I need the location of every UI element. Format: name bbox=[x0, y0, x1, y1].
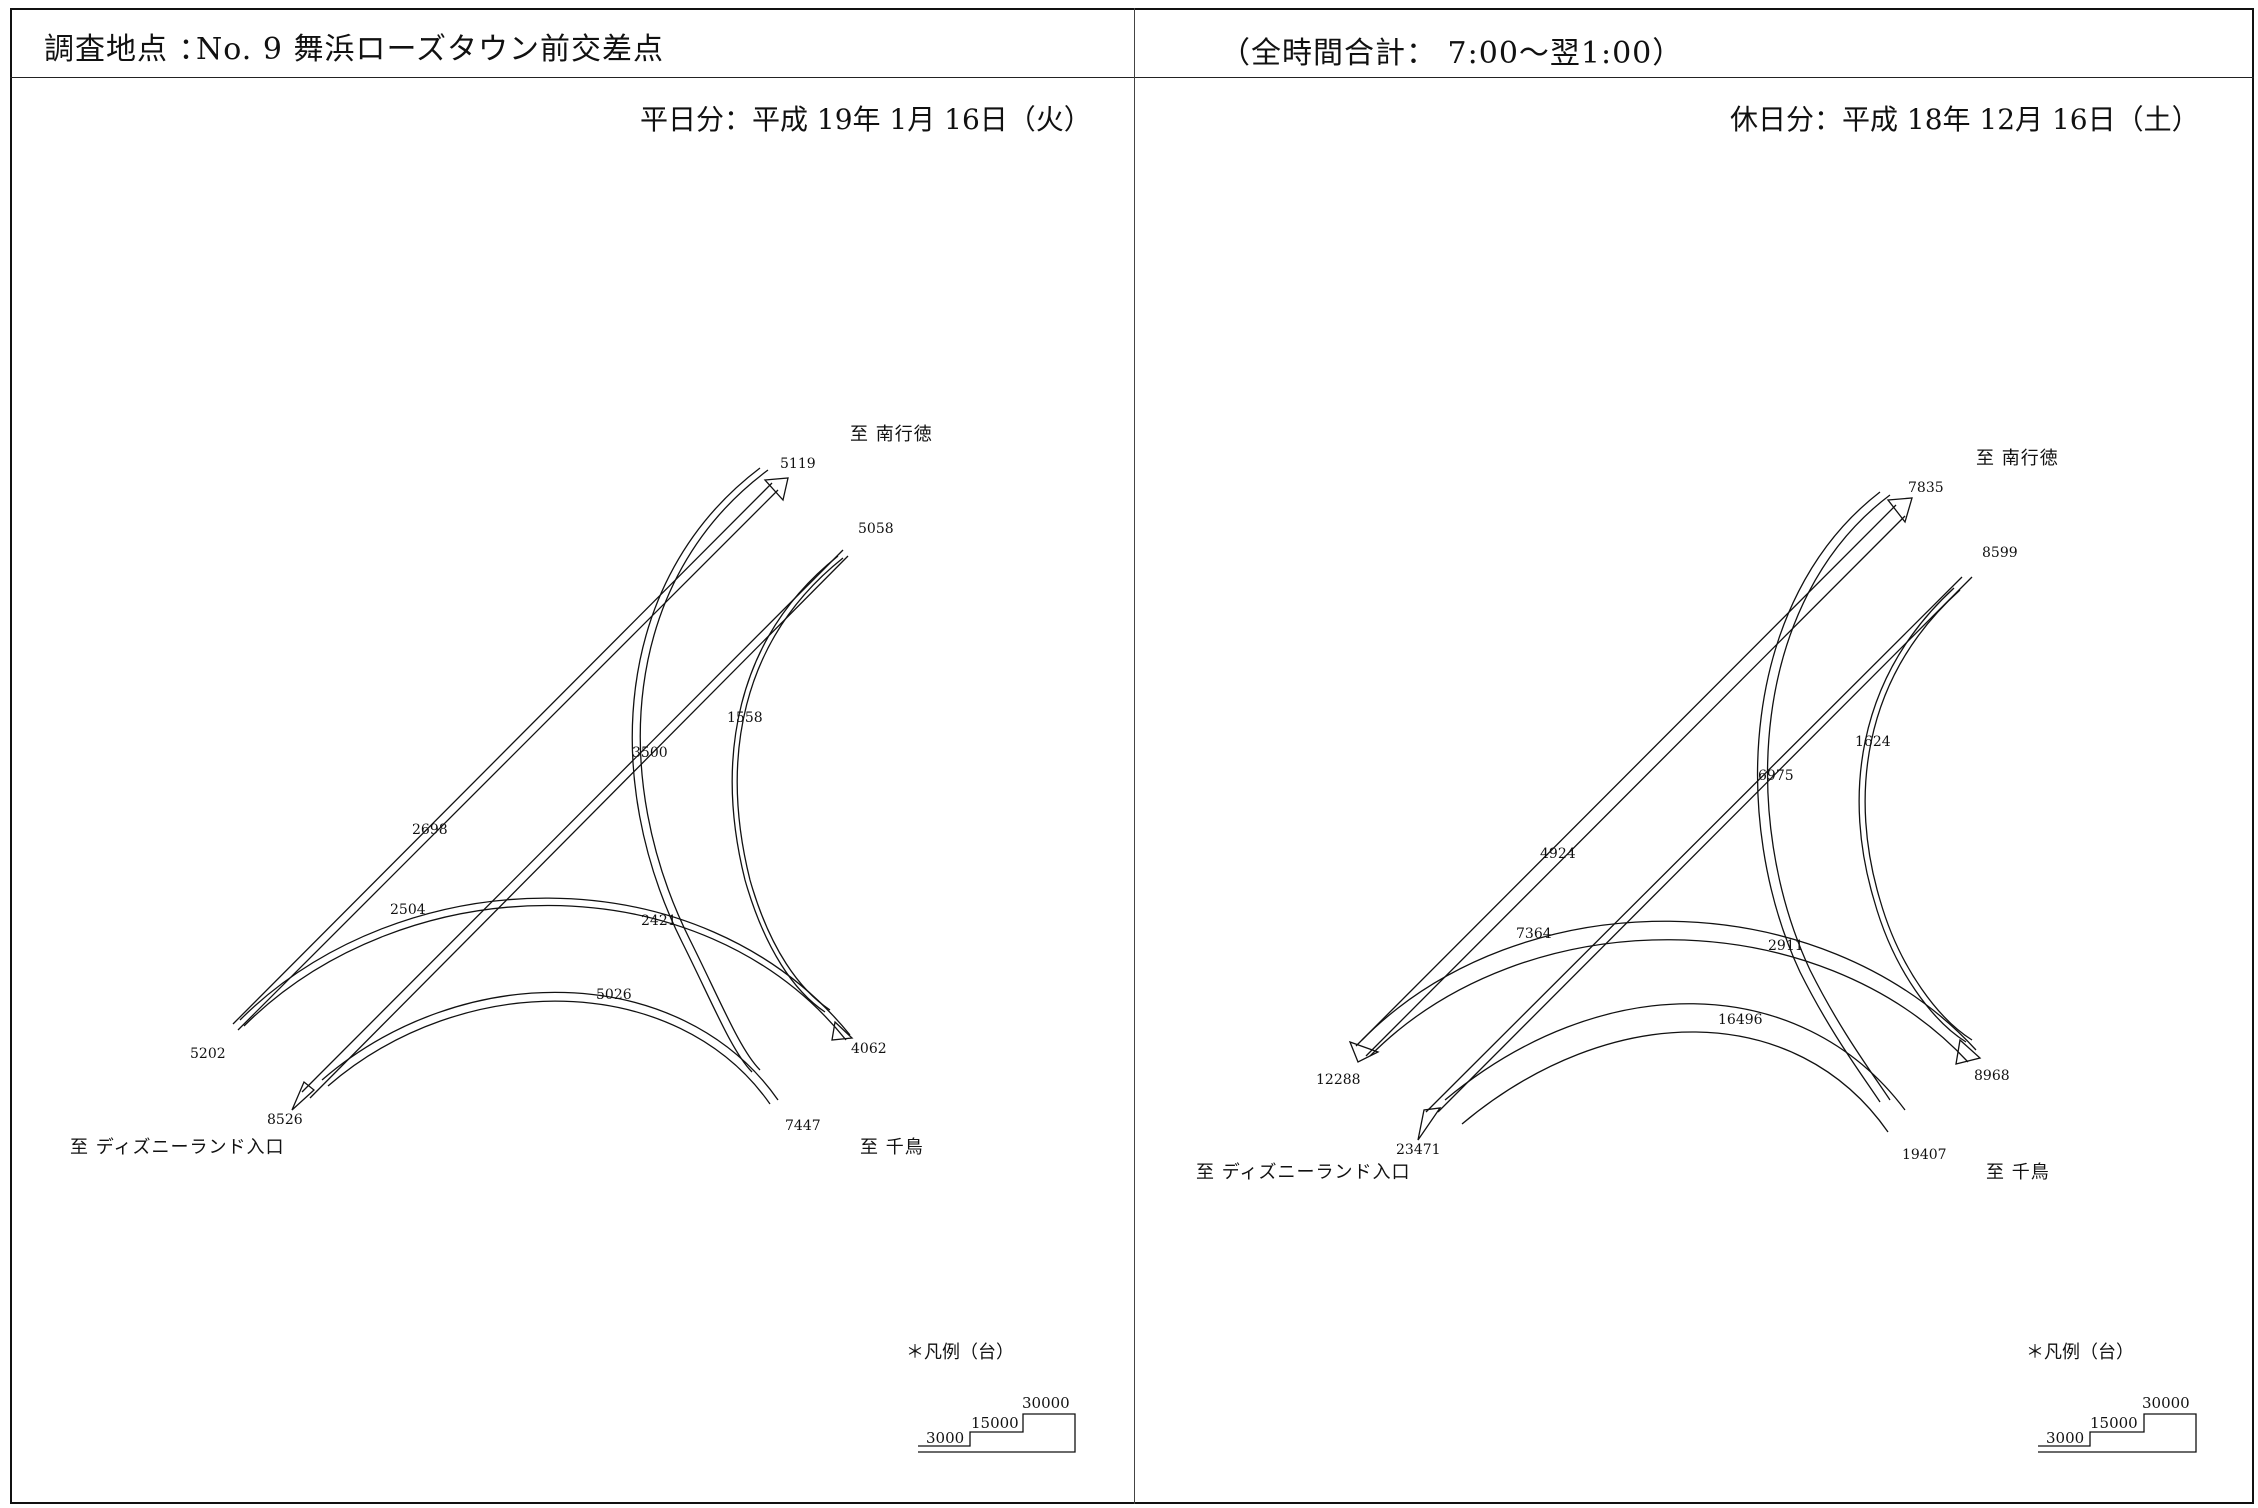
weekday-legend-value-max: 30000 bbox=[1022, 1394, 1070, 1412]
holiday-flow-diagram: 7835 8599 4924 6975 1624 7364 2911 16496… bbox=[1196, 448, 2059, 1183]
panel-divider bbox=[1134, 8, 1135, 1504]
holiday-legend-scale bbox=[2038, 1413, 2197, 1453]
holiday-flow-southeast-southwest bbox=[1444, 1003, 1906, 1111]
weekday-label-sw-out: 8526 bbox=[267, 1112, 303, 1128]
header-divider bbox=[10, 77, 2254, 78]
holiday-legend: ＊凡例（台） 30000 15000 3000 bbox=[2026, 1342, 2197, 1453]
holiday-flow-northeast-southeast-edge bbox=[1858, 587, 1967, 1043]
weekday-flow-southeast-southwest bbox=[321, 991, 779, 1101]
holiday-dest-southwest: 至 ディズニーランド入口 bbox=[1196, 1162, 1410, 1183]
holiday-flow-southeast-southwest-edge bbox=[1461, 1031, 1889, 1133]
weekday-label-arc-lower: 5026 bbox=[596, 987, 632, 1003]
weekday-dest-north: 至 南行徳 bbox=[850, 424, 933, 445]
weekday-legend-value-min: 3000 bbox=[926, 1429, 964, 1447]
survey-period: （全時間合計： 7:00～翌1:00） bbox=[1220, 36, 1684, 71]
weekday-flow-northeast-southeast-edge bbox=[731, 555, 839, 1013]
holiday-flow-west-north-edge bbox=[1365, 515, 1906, 1057]
weekday-flow-northeast-southeast bbox=[736, 557, 844, 1011]
weekday-flow-west-southeast bbox=[239, 897, 851, 1036]
holiday-label-ne-in: 8599 bbox=[1982, 545, 2018, 561]
weekday-label-w-in: 5202 bbox=[190, 1046, 226, 1062]
page-frame bbox=[10, 8, 2254, 1504]
weekday-flow-west-north bbox=[232, 482, 773, 1025]
weekday-flow-west-southeast-edge bbox=[243, 904, 847, 1041]
weekday-flow-diagram: 5119 5058 2698 3500 1558 2504 2421 5026 … bbox=[70, 424, 933, 1158]
holiday-legend-value-mid: 15000 bbox=[2090, 1414, 2138, 1432]
holiday-label-arc-center: 2911 bbox=[1768, 938, 1804, 954]
holiday-arrowhead-north bbox=[1886, 497, 1913, 524]
weekday-label-n-out: 5119 bbox=[780, 456, 816, 472]
holiday-flow-northeast-southwest bbox=[1437, 576, 1973, 1113]
holiday-label-sw-out: 23471 bbox=[1396, 1142, 1441, 1158]
holiday-legend-title: ＊凡例（台） bbox=[2026, 1342, 2134, 1363]
holiday-legend-value-max: 30000 bbox=[2142, 1394, 2190, 1412]
holiday-label-w-in: 12288 bbox=[1316, 1072, 1361, 1088]
weekday-label-arc-upper: 2504 bbox=[390, 902, 426, 918]
holiday-flow-northeast-southeast bbox=[1864, 589, 1973, 1041]
holiday-dest-southeast: 至 千鳥 bbox=[1986, 1162, 2050, 1183]
weekday-label-diag-a: 2698 bbox=[412, 822, 448, 838]
holiday-label-curve-center: 6975 bbox=[1758, 768, 1794, 784]
weekday-flow-west-north-edge bbox=[237, 489, 779, 1031]
holiday-label-diag-a: 4924 bbox=[1540, 846, 1576, 862]
weekday-label-se-out: 4062 bbox=[851, 1041, 887, 1057]
weekday-dest-southeast: 至 千鳥 bbox=[860, 1137, 924, 1158]
weekday-label-ne-in: 5058 bbox=[858, 521, 894, 537]
holiday-arrowhead-southeast bbox=[1955, 1038, 1982, 1065]
holiday-legend-value-min: 3000 bbox=[2046, 1429, 2084, 1447]
holiday-flow-north-southeast bbox=[1766, 494, 1891, 1101]
weekday-flow-northeast-southwest bbox=[309, 555, 849, 1099]
holiday-label-se-in: 19407 bbox=[1902, 1147, 1947, 1163]
holiday-label-se-out: 8968 bbox=[1974, 1068, 2010, 1084]
holiday-label-curve-east: 1624 bbox=[1855, 734, 1891, 750]
holiday-label-arc-upper: 7364 bbox=[1516, 926, 1552, 942]
holiday-date: 休日分：平成 18年 12月 16日（土） bbox=[1730, 103, 2200, 136]
holiday-label-n-out: 7835 bbox=[1908, 480, 1944, 496]
holiday-arrowhead-west bbox=[1348, 1040, 1380, 1063]
weekday-legend-title: ＊凡例（台） bbox=[906, 1342, 1014, 1363]
weekday-arrowhead-north bbox=[763, 477, 789, 502]
site-name: No. 9 舞浜ローズタウン前交差点 bbox=[196, 32, 664, 67]
weekday-flow-northeast-southwest-edge bbox=[301, 549, 844, 1093]
weekday-legend-value-mid: 15000 bbox=[971, 1414, 1019, 1432]
weekday-label-curve-east: 1558 bbox=[727, 710, 763, 726]
holiday-dest-north: 至 南行徳 bbox=[1976, 448, 2059, 469]
holiday-flow-west-north bbox=[1355, 504, 1897, 1047]
holiday-arrowhead-southwest bbox=[1417, 1107, 1442, 1141]
weekday-legend: ＊凡例（台） 30000 15000 3000 bbox=[906, 1342, 1076, 1453]
holiday-flow-northeast-southwest-edge bbox=[1425, 576, 1963, 1113]
weekday-flow-southeast-southwest-edge bbox=[327, 1000, 771, 1105]
holiday-label-arc-lower: 16496 bbox=[1718, 1012, 1763, 1028]
weekday-legend-scale bbox=[918, 1413, 1076, 1453]
weekday-label-se-in: 7447 bbox=[785, 1118, 821, 1134]
holiday-flow-west-southeast-edge bbox=[1369, 939, 1969, 1063]
holiday-flow-north-southeast-edge bbox=[1756, 491, 1881, 1103]
weekday-label-curve-center: 3500 bbox=[632, 745, 668, 761]
holiday-flow-west-southeast bbox=[1361, 920, 1977, 1051]
weekday-arrowhead-southwest bbox=[291, 1080, 316, 1111]
weekday-label-arc-center: 2421 bbox=[641, 913, 677, 929]
weekday-arrowhead-southeast bbox=[831, 1020, 854, 1041]
weekday-flow-north-southeast-edge bbox=[631, 467, 761, 1073]
weekday-flow-north-southeast bbox=[639, 469, 769, 1071]
weekday-dest-southwest: 至 ディズニーランド入口 bbox=[70, 1137, 284, 1158]
site-label: 調査地点 ： bbox=[44, 32, 210, 67]
weekday-date: 平日分：平成 19年 1月 16日（火） bbox=[640, 103, 1092, 136]
